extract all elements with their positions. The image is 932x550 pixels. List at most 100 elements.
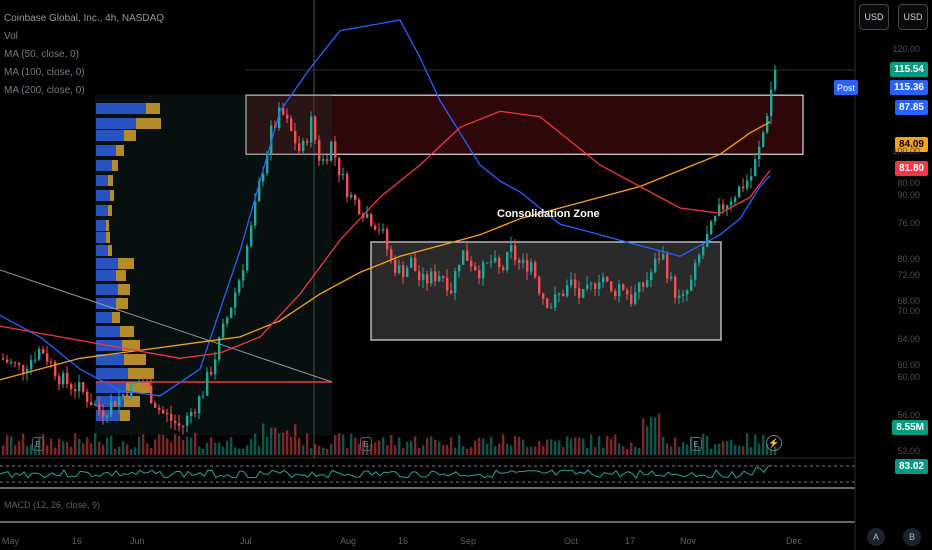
legend: Coinbase Global, Inc., 4h, NASDAQ Vol MA…	[4, 10, 164, 100]
candle-body	[142, 381, 145, 384]
candle-body	[506, 251, 509, 271]
candle-body	[466, 250, 469, 261]
candle-body	[266, 153, 269, 174]
candle-body	[626, 289, 629, 295]
candle-body	[682, 294, 685, 296]
volume-bar	[210, 437, 213, 455]
axis-tick: 56.00	[897, 410, 920, 420]
volume-bar	[390, 435, 393, 455]
axis-tick: 52.00	[897, 446, 920, 456]
candle-body	[358, 199, 361, 215]
volume-profile-bar	[96, 118, 136, 129]
candle-body	[182, 425, 185, 427]
legend-volume[interactable]: Vol	[4, 31, 18, 42]
candle-body	[138, 381, 141, 383]
currency-button-1[interactable]: USD	[859, 4, 889, 30]
volume-bar	[534, 446, 537, 455]
axis-tick: 100.00	[892, 146, 920, 156]
volume-bar	[338, 433, 341, 455]
legend-ma100[interactable]: MA (100, close, 0)	[4, 67, 85, 78]
volume-bar	[214, 442, 217, 455]
candle-body	[610, 281, 613, 291]
volume-profile-bar	[96, 258, 118, 269]
volume-bar	[582, 438, 585, 455]
earnings-icon[interactable]: E	[32, 437, 44, 451]
ma200-price-label: 81.80	[894, 161, 928, 176]
volume-bar	[78, 438, 81, 455]
candle-body	[294, 130, 297, 144]
candle-body	[482, 262, 485, 279]
candle-body	[454, 271, 457, 293]
earnings-icon[interactable]: E	[690, 437, 702, 451]
candle-body	[314, 116, 317, 140]
auto-scale-button[interactable]: A	[867, 528, 885, 546]
volume-bar	[526, 447, 529, 455]
rsi-label: 83.02	[894, 459, 928, 474]
candle-body	[662, 254, 665, 260]
candle-body	[598, 282, 601, 290]
candle-body	[22, 365, 25, 373]
legend-ma200[interactable]: MA (200, close, 0)	[4, 85, 85, 96]
volume-bar	[398, 437, 401, 455]
candle-body	[586, 284, 589, 289]
candle-body	[70, 384, 73, 390]
candle-body	[494, 257, 497, 262]
log-scale-button[interactable]: B	[903, 528, 921, 546]
volume-profile-bar	[112, 312, 120, 323]
volume-bar	[574, 437, 577, 455]
volume-bar	[14, 445, 17, 455]
candle-body	[30, 359, 33, 370]
volume-profile-bar	[96, 382, 126, 393]
candle-body	[86, 391, 89, 402]
candle-body	[678, 295, 681, 298]
volume-bar	[466, 448, 469, 455]
volume-bar	[438, 441, 441, 455]
volume-bar	[354, 437, 357, 455]
candle-body	[194, 411, 197, 414]
candle-body	[78, 382, 81, 392]
earnings-icon[interactable]: E	[360, 437, 372, 451]
volume-profile-bar	[96, 190, 110, 201]
candle-body	[450, 290, 453, 293]
volume-bar	[762, 435, 765, 455]
volume-bar	[350, 433, 353, 455]
legend-ma50[interactable]: MA (50, close, 0)	[4, 49, 80, 60]
volume-bar	[514, 435, 517, 455]
volume-bar	[638, 447, 641, 455]
volume-bar	[766, 443, 769, 455]
candle-body	[62, 373, 65, 385]
volume-profile-bar	[108, 245, 112, 256]
volume-bar	[742, 446, 745, 455]
volume-bar	[278, 433, 281, 455]
volume-bar	[126, 444, 129, 455]
volume-bar	[326, 448, 329, 455]
volume-bar	[494, 446, 497, 455]
symbol-title[interactable]: Coinbase Global, Inc., 4h, NASDAQ	[4, 13, 165, 24]
volume-bar	[718, 443, 721, 455]
candle-body	[606, 277, 609, 282]
volume-bar	[470, 447, 473, 455]
candle-body	[582, 288, 585, 298]
consolidation-zone-label[interactable]: Consolidation Zone	[497, 208, 600, 220]
candle-body	[686, 290, 689, 295]
volume-bar	[510, 445, 513, 455]
ma100-line	[0, 121, 771, 381]
volume-bar	[110, 435, 113, 455]
candle-body	[738, 186, 741, 198]
currency-button-2[interactable]: USD	[898, 4, 928, 30]
macd-label[interactable]: MACD (12, 26, close, 9)	[4, 500, 101, 510]
axis-tick: 120.00	[892, 44, 920, 54]
candle-body	[278, 107, 281, 129]
candle-body	[134, 382, 137, 384]
candle-body	[122, 394, 125, 397]
volume-bar	[602, 447, 605, 455]
candle-body	[742, 186, 745, 189]
candle-body	[594, 283, 597, 290]
volume-bar	[50, 438, 53, 455]
volume-bar	[146, 443, 149, 455]
volume-bar	[550, 439, 553, 455]
lightning-icon[interactable]: ⚡	[766, 435, 782, 451]
volume-bar	[294, 424, 297, 455]
